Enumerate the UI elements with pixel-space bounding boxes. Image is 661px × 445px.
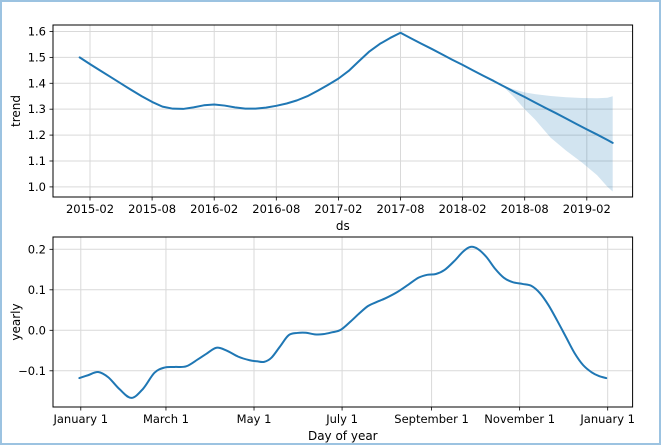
trend-line [78,31,614,144]
x-tick-label: 2019-02 [563,202,611,216]
x-tick-label: January 1 [579,412,635,426]
x-tick-label: 2018-08 [501,202,549,216]
x-tick-label: 2018-02 [439,202,487,216]
tick-marks [49,248,609,411]
y-tick-label: 1.0 [28,180,46,194]
gridlines [53,25,633,197]
x-tick-label: 2015-08 [128,202,176,216]
axes-spines [52,236,634,408]
y-axis-label: trend [9,95,23,127]
y-tick-label: 0.0 [28,323,46,337]
yearly-subplot: January 1 March 1 May 1 July 1 September 1 No… [9,236,635,443]
x-tick-label: 2017-02 [314,202,362,216]
x-axis-label: Day of year [308,429,378,443]
yearly-line [78,245,608,399]
x-tick-label: 2016-02 [190,202,238,216]
axes-spines [52,24,634,198]
x-tick-label: July 1 [325,412,358,426]
x-tick-label: January 1 [52,412,108,426]
x-tick-label: March 1 [143,412,189,426]
x-tick-label: 2015-02 [66,202,114,216]
y-tick-label: 1.4 [28,76,46,90]
gridlines [53,237,633,407]
x-tick-label: September 1 [394,412,469,426]
x-tick-label: 2016-08 [252,202,300,216]
y-tick-label: 1.6 [28,24,46,38]
y-tick-label: 1.5 [28,50,46,64]
y-tick-label: 1.1 [28,154,46,168]
x-tick-label: November 1 [484,412,555,426]
y-tick-label: −0.1 [18,364,46,378]
y-tick-label: 1.2 [28,128,46,142]
y-axis-label: yearly [9,303,23,340]
x-axis-label: ds [336,219,350,233]
x-tick-label: 2017-08 [376,202,424,216]
tick-marks [49,31,588,201]
y-tick-label: 0.2 [28,242,46,256]
x-tick-label: May 1 [237,412,272,426]
trend-subplot: 2015-02 2015-08 2016-02 2016-08 2017-02 2017-… [9,24,634,233]
y-tick-label: 1.3 [28,102,46,116]
trend-uncertainty-interval [501,85,613,192]
y-tick-label: 0.1 [28,283,46,297]
